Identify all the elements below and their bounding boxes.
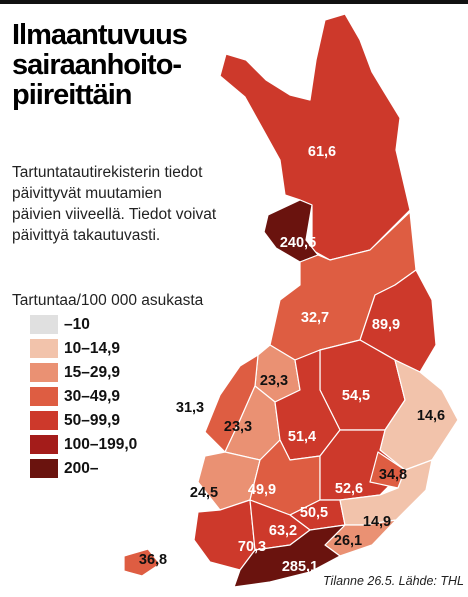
legend-swatch <box>30 387 58 406</box>
region-label: 49,9 <box>248 482 276 498</box>
region-label: 54,5 <box>342 388 370 404</box>
region <box>233 524 346 588</box>
title-line: piireittäin <box>12 79 132 111</box>
region-label: 24,5 <box>190 485 218 501</box>
legend-swatch <box>30 435 58 454</box>
region-label: 32,7 <box>301 310 329 326</box>
legend-swatch <box>30 411 58 430</box>
region-label: 31,3 <box>176 400 204 416</box>
region-label: 14,6 <box>417 408 445 424</box>
top-rule <box>0 0 468 4</box>
region <box>123 548 161 577</box>
region-label: 23,3 <box>260 373 288 389</box>
region-label: 36,8 <box>139 552 167 568</box>
title-line: sairaanhoito- <box>12 49 181 81</box>
region <box>219 13 411 261</box>
region-label: 26,1 <box>334 533 362 549</box>
footer: Tilanne 26.5. Lähde: THL <box>323 574 464 588</box>
description-line: Tartuntatautirekisterin tiedot <box>12 164 203 181</box>
legend-label: –10 <box>64 316 90 333</box>
region-label: 23,3 <box>224 419 252 435</box>
legend-label: 200– <box>64 460 99 477</box>
region-label: 240,5 <box>280 235 316 251</box>
region <box>193 499 256 571</box>
region-label: 63,2 <box>269 523 297 539</box>
legend-label: 15–29,9 <box>64 364 120 381</box>
region-label: 285,1 <box>282 559 318 575</box>
legend-swatch <box>30 363 58 382</box>
legend-swatch <box>30 339 58 358</box>
map: 61,6 240,5 32,7 89,9 23,3 31,3 23,3 54,5 14,6 51,… <box>123 13 459 588</box>
region-label: 52,6 <box>335 481 363 497</box>
legend-label: 30–49,9 <box>64 388 120 405</box>
legend-label: 10–14,9 <box>64 340 120 357</box>
title-line: Ilmaantuvuus <box>12 19 187 51</box>
legend-label: 100–199,0 <box>64 436 137 453</box>
legend-swatch <box>30 315 58 334</box>
description-line: päivien viiveellä. Tiedot voivat <box>12 206 217 223</box>
region-label: 70,3 <box>238 539 266 555</box>
legend-title: Tartuntaa/100 000 asukasta <box>12 292 204 309</box>
region-label: 34,8 <box>379 467 407 483</box>
region <box>263 199 319 263</box>
region-label: 51,4 <box>288 429 316 445</box>
region-label: 50,5 <box>300 505 328 521</box>
description-line: päivittyvät muutamien <box>12 185 162 202</box>
legend-swatch <box>30 459 58 478</box>
legend-label: 50–99,9 <box>64 412 120 429</box>
region-label: 89,9 <box>372 317 400 333</box>
description-line: päivittyä takautuvasti. <box>12 227 160 244</box>
region-label: 14,9 <box>363 514 391 530</box>
region-label: 61,6 <box>308 144 336 160</box>
